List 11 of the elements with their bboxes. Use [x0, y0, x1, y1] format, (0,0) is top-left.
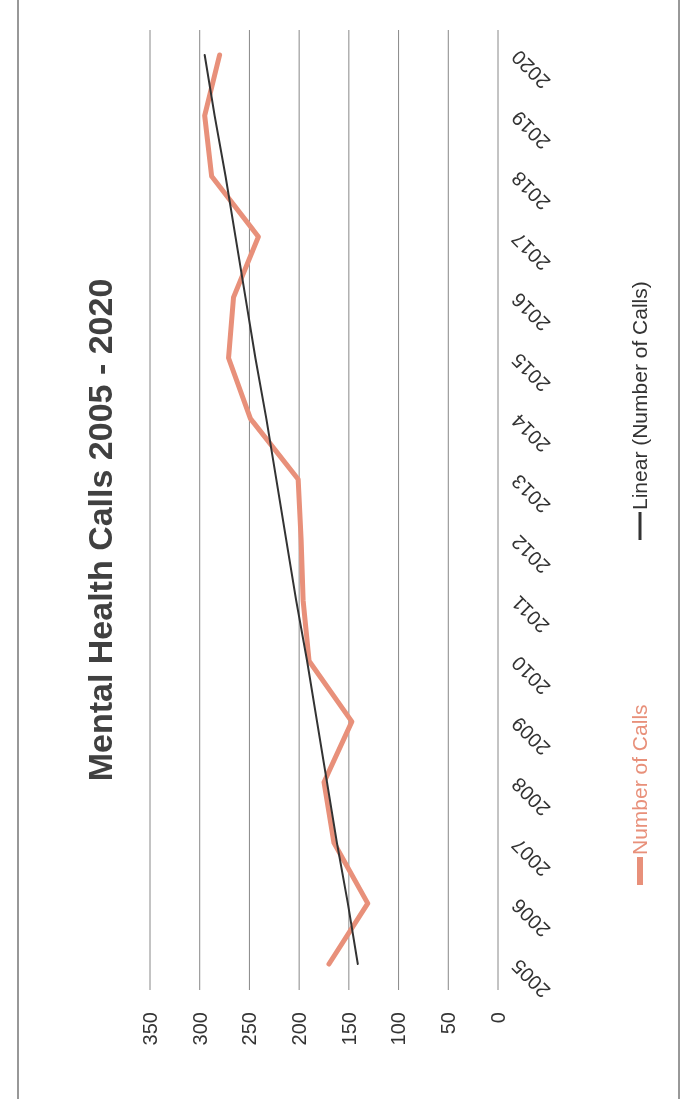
text: Mental Health Calls 2005 - 2020	[81, 278, 119, 782]
x-tick-label: 350	[138, 1012, 161, 1046]
x-tick-label: 200	[288, 1012, 311, 1046]
text: Linear (Number of Calls)	[628, 281, 652, 510]
x-tick-label: 300	[188, 1012, 211, 1046]
x-tick-label: 0	[486, 1012, 509, 1024]
x-tick-label: 250	[238, 1012, 261, 1046]
x-tick-label: 50	[437, 1012, 460, 1035]
x-tick-label: 150	[337, 1012, 360, 1046]
text: Number of Calls	[628, 704, 652, 855]
x-tick-label: 100	[387, 1012, 410, 1046]
